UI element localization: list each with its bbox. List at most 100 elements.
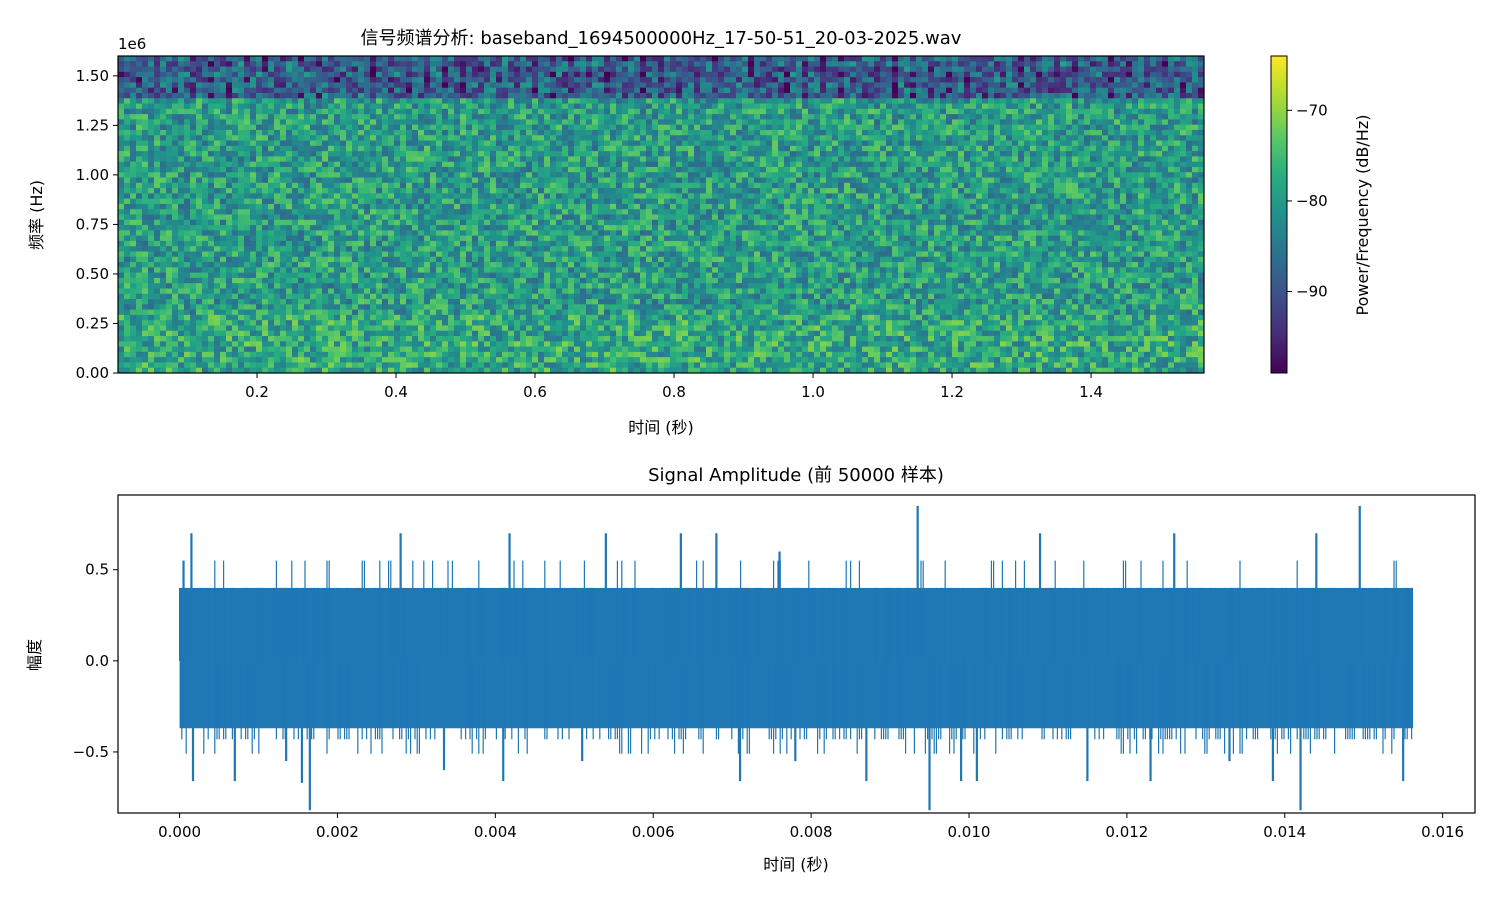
spectrogram-cell — [364, 314, 371, 321]
spectrogram-cell — [484, 341, 491, 348]
spectrogram-cell — [196, 172, 203, 179]
spectrogram-cell — [226, 198, 233, 205]
spectrogram-cell — [202, 103, 209, 110]
spectrogram-cell — [154, 161, 161, 168]
spectrogram-cell — [592, 119, 599, 126]
spectrogram-cell — [346, 82, 353, 89]
spectrogram-cell — [382, 288, 389, 295]
spectrogram-cell — [346, 288, 353, 295]
spectrogram-cell — [202, 330, 209, 337]
spectrogram-cell — [208, 188, 215, 194]
spectrogram-cell — [460, 188, 467, 194]
spectrogram-cell — [118, 129, 125, 136]
spectrogram-cell — [556, 114, 563, 120]
spectrogram-cell — [442, 77, 449, 84]
spectrogram-cell — [490, 357, 497, 364]
spectrogram-cell — [496, 129, 503, 136]
spectrogram-cell — [562, 145, 569, 152]
spectrogram-cell — [238, 262, 245, 268]
spectrogram-cell — [604, 314, 611, 321]
spectrogram-cell — [412, 325, 419, 332]
spectrogram-cell — [466, 277, 473, 284]
spectrogram-cell — [244, 362, 251, 369]
spectrogram-cell — [208, 119, 215, 126]
spectrogram-cell — [490, 341, 497, 348]
spectrogram-cell — [172, 77, 179, 84]
spectrogram-cell — [292, 219, 299, 226]
spectrogram-cell — [592, 140, 599, 147]
spectrogram-cell — [334, 214, 341, 221]
spectrogram-cell — [142, 156, 149, 163]
spectrogram-cell — [448, 209, 455, 216]
spectrogram-cell — [400, 82, 407, 89]
spectrogram-cell — [196, 299, 203, 305]
spectrogram-cell — [310, 304, 317, 311]
spectrogram-cell — [382, 336, 389, 342]
spectrogram-cell — [484, 330, 491, 337]
spectrogram-cell — [256, 351, 263, 358]
spectrogram-cell — [238, 240, 245, 247]
spectrogram-cell — [568, 256, 575, 263]
spectrogram-cell — [598, 309, 605, 316]
spectrogram-cell — [316, 140, 323, 147]
spectrogram-cell — [400, 193, 407, 200]
spectrogram-cell — [148, 277, 155, 284]
spectrogram-cell — [406, 103, 413, 110]
spectrogram-cell — [352, 82, 359, 89]
spectrogram-cell — [574, 140, 581, 147]
spectrogram-cell — [556, 56, 563, 62]
spectrogram-cell — [124, 129, 131, 136]
spectrogram-cell — [490, 66, 497, 73]
spectrogram-cell — [166, 98, 173, 105]
spectrogram-cell — [472, 140, 479, 147]
spectrogram-cell — [526, 256, 533, 263]
spectrogram-cell — [184, 92, 191, 99]
spectrogram-cell — [550, 346, 557, 353]
spectrogram-cell — [232, 351, 239, 358]
spectrogram-cell — [490, 336, 497, 342]
spectrogram-cell — [472, 119, 479, 126]
spectrogram-cell — [550, 161, 557, 168]
spectrogram-cell — [118, 277, 125, 284]
spectrogram-cell — [412, 114, 419, 120]
spectrogram-cell — [244, 314, 251, 321]
spectrogram-cell — [364, 325, 371, 332]
spectrogram-cell — [334, 82, 341, 89]
spectrogram-cell — [178, 256, 185, 263]
spectrogram-cell — [322, 124, 329, 131]
spectrogram-cell — [364, 172, 371, 179]
spectrogram-cell — [130, 351, 137, 358]
spectrogram-cell — [412, 314, 419, 321]
spectrogram-cell — [160, 246, 167, 253]
spectrogram-cell — [298, 299, 305, 305]
spectrogram-cell — [544, 341, 551, 348]
spectrogram-cell — [550, 351, 557, 358]
spectrogram-cell — [226, 77, 233, 84]
spectrogram-cell — [370, 82, 377, 89]
spectrogram-cell — [568, 140, 575, 147]
spectrogram-cell — [604, 61, 611, 68]
spectrogram-cell — [442, 71, 449, 78]
spectrogram-cell — [592, 209, 599, 216]
spectrogram-cell — [580, 114, 587, 120]
spectrogram-cell — [400, 304, 407, 311]
spectrogram-cell — [460, 66, 467, 73]
spectrogram-cell — [538, 56, 545, 62]
spectrogram-cell — [142, 309, 149, 316]
spectrogram-cell — [202, 193, 209, 200]
spectrogram-cell — [610, 351, 617, 358]
spectrogram-cell — [490, 214, 497, 221]
spectrogram-cell — [538, 61, 545, 68]
spectrogram-cell — [184, 87, 191, 94]
spectrogram-cell — [406, 182, 413, 189]
spectrogram-cell — [184, 135, 191, 142]
spectrogram-cell — [340, 188, 347, 194]
spectrogram-cell — [586, 161, 593, 168]
spectrogram-cell — [154, 325, 161, 332]
spectrogram-cell — [142, 277, 149, 284]
spectrogram-cell — [586, 56, 593, 62]
spectrogram-cell — [310, 119, 317, 126]
spectrogram-cell — [214, 182, 221, 189]
spectrogram-cell — [250, 214, 257, 221]
spectrogram-cell — [556, 161, 563, 168]
